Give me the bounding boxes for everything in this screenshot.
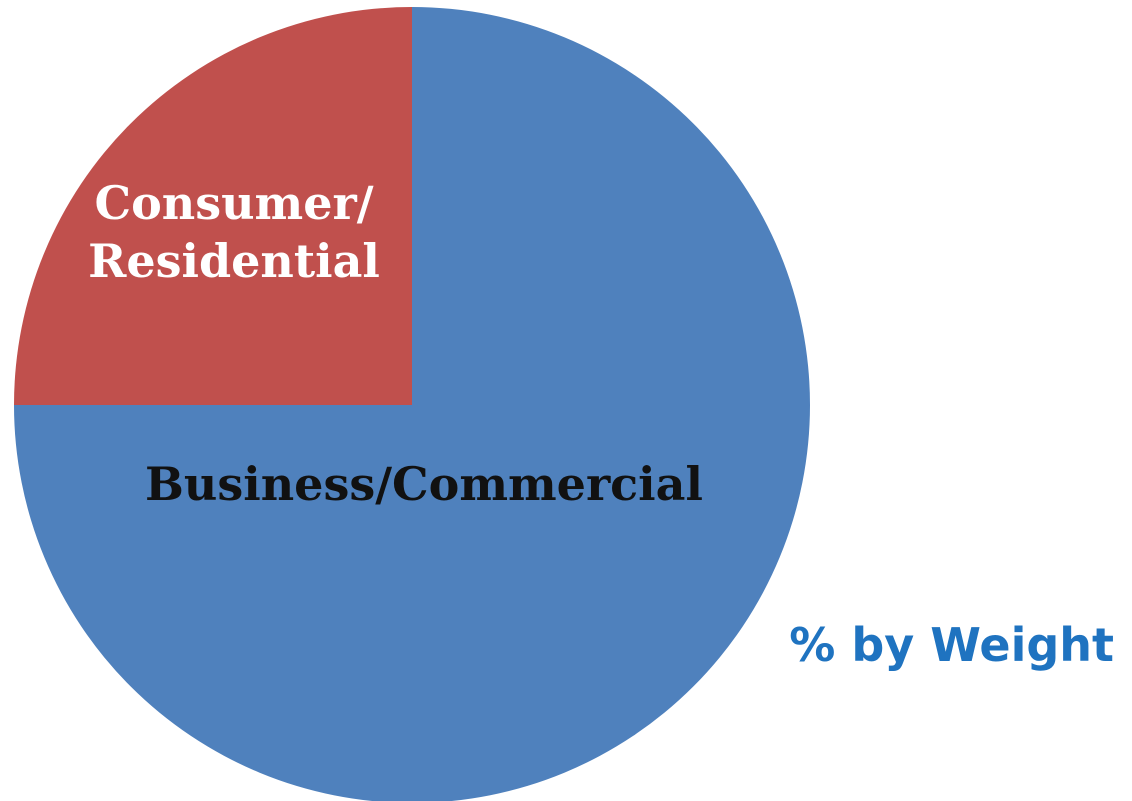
slice-label-consumer-residential: Consumer/Residential [88,176,380,288]
pie-slice-consumer-residential [14,7,412,405]
pie-slice-business-commercial [14,7,810,801]
pie-labels: Business/Commercial Consumer/Residential [88,176,703,511]
pie-slices [14,7,810,801]
chart-caption: % by Weight [789,618,1114,672]
slice-label-business-commercial: Business/Commercial [145,457,703,511]
